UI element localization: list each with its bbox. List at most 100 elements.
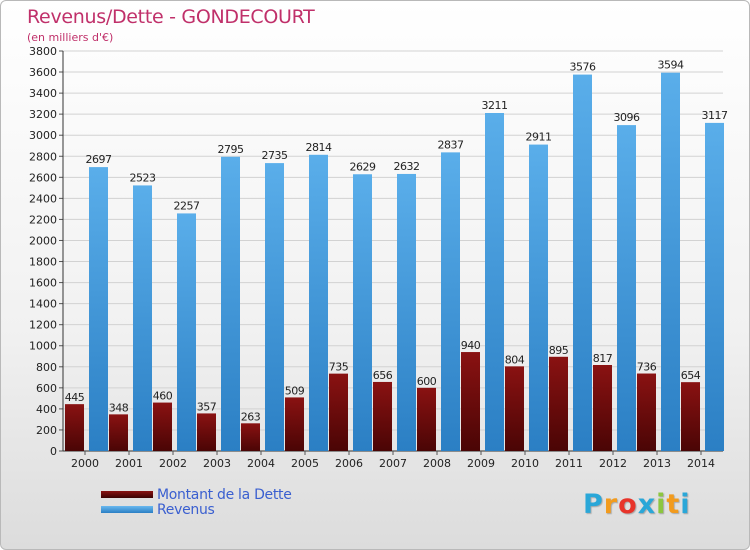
bar-debt-2003 [197, 413, 216, 451]
x-tick-label-2007: 2007 [379, 457, 407, 470]
bar-revenue-2002 [177, 213, 196, 451]
bar-debt-2006 [329, 373, 348, 451]
bar-debt-2009 [461, 352, 480, 451]
y-tick-label: 3000 [29, 129, 57, 142]
x-tick-label-2010: 2010 [511, 457, 539, 470]
data-label-revenue-2011: 3576 [570, 61, 596, 74]
logo-letter: o [618, 489, 638, 520]
data-label-debt-2003: 357 [197, 400, 217, 413]
data-label-revenue-2003: 2795 [218, 143, 244, 156]
bar-revenue-2006 [353, 174, 372, 451]
data-label-revenue-2014: 3117 [702, 109, 728, 122]
y-tick-label: 2600 [29, 171, 57, 184]
proxiti-logo: Proxiti [583, 489, 691, 520]
bar-revenue-2008 [441, 152, 460, 452]
data-label-revenue-2004: 2735 [262, 149, 288, 162]
data-label-debt-2009: 940 [461, 339, 481, 352]
y-tick-label: 1800 [29, 256, 57, 269]
x-tick-label-2011: 2011 [555, 457, 583, 470]
bar-revenue-2011 [573, 74, 592, 451]
data-label-revenue-2005: 2814 [306, 141, 332, 154]
legend-swatch-debt [101, 491, 153, 498]
bar-debt-2014 [681, 382, 700, 451]
bar-debt-2004 [241, 423, 260, 451]
x-tick-label-2006: 2006 [335, 457, 363, 470]
y-tick-label: 3400 [29, 87, 57, 100]
data-label-revenue-2007: 2632 [394, 160, 420, 173]
logo-letter: i [680, 489, 691, 520]
y-tick-label: 1600 [29, 277, 57, 290]
bar-revenue-2014 [705, 122, 724, 451]
data-label-debt-2011: 895 [549, 344, 569, 357]
data-labels: 4452697348252346022573572795263273550928… [65, 59, 729, 424]
y-tick-label: 1400 [29, 298, 57, 311]
data-label-debt-2012: 817 [593, 352, 613, 365]
data-label-debt-2008: 600 [417, 375, 437, 388]
logo-letter: i [656, 489, 667, 520]
legend-item-debt: Montant de la Dette [101, 486, 292, 503]
data-label-debt-2007: 656 [373, 369, 393, 382]
bar-revenue-2007 [397, 173, 416, 451]
chart-subtitle: (en milliers d'€) [27, 31, 114, 44]
y-tick-label: 1200 [29, 319, 57, 332]
y-tick-label: 1000 [29, 340, 57, 353]
data-label-debt-2013: 736 [637, 361, 657, 374]
y-tick-label: 2000 [29, 234, 57, 247]
x-tick-label-2014: 2014 [687, 457, 715, 470]
grid-lines [63, 50, 723, 452]
bar-debt-2011 [549, 356, 568, 451]
legend-label-debt: Montant de la Dette [157, 486, 292, 503]
data-label-debt-2006: 735 [329, 361, 349, 374]
y-tick-label: 2800 [29, 150, 57, 163]
y-tick-label: 3600 [29, 66, 57, 79]
data-label-debt-2000: 445 [65, 391, 85, 404]
bar-revenue-2013 [661, 72, 680, 452]
y-tick-label: 800 [36, 361, 57, 374]
logo-letter: t [666, 489, 681, 520]
data-label-debt-2001: 348 [109, 401, 129, 414]
legend-item-revenue: Revenus [101, 501, 215, 518]
data-label-debt-2004: 263 [241, 410, 261, 423]
x-tick-label-2000: 2000 [71, 457, 99, 470]
bar-debt-2007 [373, 381, 392, 451]
y-tick-label: 400 [36, 403, 57, 416]
bar-revenue-2000 [89, 167, 108, 451]
y-tick-label: 3200 [29, 108, 57, 121]
bar-debt-2002 [153, 402, 172, 451]
data-label-revenue-2013: 3594 [658, 59, 684, 72]
bar-debt-2010 [505, 366, 524, 451]
bar-debt-2005 [285, 397, 304, 451]
bar-revenue-2005 [309, 154, 328, 451]
x-tick-label-2005: 2005 [291, 457, 319, 470]
data-label-debt-2010: 804 [505, 353, 525, 366]
chart-title: Revenus/Dette - GONDECOURT [27, 6, 315, 28]
legend-label-revenue: Revenus [157, 501, 215, 518]
bar-debt-2001 [109, 414, 128, 451]
bar-revenue-2003 [221, 156, 240, 451]
data-label-revenue-2012: 3096 [614, 111, 640, 124]
y-tick-label: 2400 [29, 192, 57, 205]
data-label-revenue-2001: 2523 [130, 171, 156, 184]
bars [65, 72, 724, 452]
data-label-debt-2014: 654 [681, 369, 701, 382]
y-tick-label: 600 [36, 382, 57, 395]
bar-debt-2008 [417, 387, 436, 451]
y-tick-label: 0 [50, 445, 57, 458]
data-label-revenue-2010: 2911 [526, 131, 552, 144]
y-tick-label: 2200 [29, 213, 57, 226]
x-tick-label-2008: 2008 [423, 457, 451, 470]
x-tick-label-2002: 2002 [159, 457, 187, 470]
data-label-revenue-2006: 2629 [350, 160, 376, 173]
data-label-revenue-2002: 2257 [174, 199, 200, 212]
bar-revenue-2001 [133, 185, 152, 451]
bar-revenue-2010 [529, 144, 548, 451]
data-label-revenue-2009: 3211 [482, 99, 508, 112]
bar-debt-2000 [65, 404, 84, 451]
y-tick-label: 3800 [29, 45, 57, 58]
logo-letter: P [583, 489, 604, 520]
y-tick-label: 200 [36, 424, 57, 437]
data-label-revenue-2000: 2697 [86, 153, 112, 166]
bar-debt-2012 [593, 365, 612, 451]
